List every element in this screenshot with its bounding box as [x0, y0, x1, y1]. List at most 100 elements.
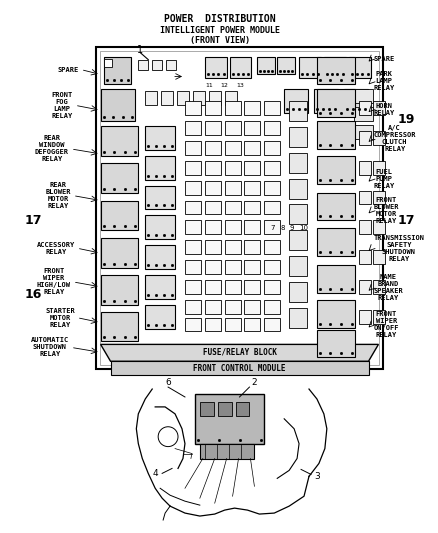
Bar: [264, 260, 279, 274]
Bar: [353, 107, 373, 121]
Bar: [313, 90, 337, 113]
Bar: [100, 200, 138, 230]
Bar: [205, 240, 220, 254]
Bar: [205, 56, 226, 78]
Text: 11: 11: [205, 83, 212, 88]
Text: PARK
LAMP
RELAY: PARK LAMP RELAY: [373, 71, 394, 92]
Bar: [277, 56, 294, 75]
Bar: [100, 90, 135, 121]
Text: 1: 1: [137, 45, 143, 55]
Bar: [316, 329, 354, 357]
Text: 19: 19: [397, 112, 414, 126]
Bar: [110, 361, 367, 375]
Bar: [343, 90, 367, 113]
Text: STARTER
MOTOR
RELAY: STARTER MOTOR RELAY: [45, 308, 74, 328]
Text: FUSE/RELAY BLOCK: FUSE/RELAY BLOCK: [202, 348, 276, 357]
Bar: [145, 185, 175, 209]
Bar: [194, 394, 264, 443]
Bar: [145, 275, 175, 299]
Text: 10: 10: [299, 225, 308, 231]
Bar: [184, 181, 200, 195]
Text: AUTOMATIC
SHUTDOWN
RELAY: AUTOMATIC SHUTDOWN RELAY: [31, 337, 69, 357]
Bar: [224, 280, 240, 294]
Bar: [205, 318, 220, 332]
Bar: [358, 250, 370, 264]
Bar: [184, 260, 200, 274]
Bar: [316, 90, 354, 117]
Text: 13: 13: [236, 83, 244, 88]
Bar: [244, 300, 260, 313]
Bar: [373, 191, 385, 205]
Bar: [289, 127, 306, 147]
Bar: [316, 265, 354, 293]
Bar: [235, 402, 249, 416]
Text: POWER  DISTRIBUTION: POWER DISTRIBUTION: [163, 14, 275, 24]
Bar: [184, 161, 200, 175]
Bar: [100, 126, 138, 156]
Bar: [264, 300, 279, 313]
Bar: [244, 240, 260, 254]
Bar: [184, 101, 200, 115]
Bar: [205, 300, 220, 313]
Bar: [205, 181, 220, 195]
Bar: [283, 90, 307, 113]
Bar: [99, 51, 378, 365]
Text: SPARE: SPARE: [373, 55, 394, 62]
Bar: [358, 220, 370, 234]
Bar: [264, 141, 279, 155]
Text: 2: 2: [251, 377, 257, 386]
Bar: [205, 220, 220, 234]
Bar: [192, 91, 205, 105]
Bar: [224, 141, 240, 155]
Bar: [145, 156, 175, 180]
Bar: [184, 200, 200, 214]
Text: TRANSMISSION
SAFETY
SHUTDOWN
RELAY: TRANSMISSION SAFETY SHUTDOWN RELAY: [373, 235, 424, 262]
Bar: [205, 121, 220, 135]
Text: NAME
BRAND
SPEAKER
RELAY: NAME BRAND SPEAKER RELAY: [373, 274, 403, 301]
Bar: [100, 163, 138, 192]
Bar: [145, 215, 175, 239]
Bar: [208, 91, 220, 105]
Text: 12: 12: [220, 83, 228, 88]
Bar: [184, 240, 200, 254]
Bar: [244, 141, 260, 155]
Bar: [353, 125, 373, 139]
Bar: [229, 56, 251, 78]
Bar: [289, 282, 306, 302]
Text: FRONT
BLOWER
MOTOR
RELAY: FRONT BLOWER MOTOR RELAY: [373, 197, 398, 224]
Bar: [244, 260, 260, 274]
Bar: [289, 256, 306, 276]
Bar: [205, 260, 220, 274]
Text: A/C
COMPRESSOR
CLUTCH
RELAY: A/C COMPRESSOR CLUTCH RELAY: [373, 125, 415, 152]
Bar: [184, 280, 200, 294]
Bar: [217, 402, 231, 416]
Text: SPARE: SPARE: [57, 67, 78, 72]
Bar: [244, 181, 260, 195]
Text: 7: 7: [269, 225, 274, 231]
Bar: [358, 161, 370, 175]
Text: 16: 16: [25, 288, 42, 301]
Bar: [358, 191, 370, 205]
Bar: [184, 300, 200, 313]
Bar: [264, 181, 279, 195]
Bar: [316, 192, 354, 220]
Bar: [289, 308, 306, 327]
Bar: [289, 230, 306, 250]
Text: INTELLIGENT POWER MODULE: INTELLIGENT POWER MODULE: [159, 26, 279, 35]
Text: (FRONT VIEW): (FRONT VIEW): [189, 36, 249, 45]
Text: 17: 17: [396, 214, 414, 227]
Bar: [257, 56, 275, 75]
Bar: [244, 318, 260, 332]
Bar: [166, 60, 176, 69]
Bar: [298, 56, 320, 78]
Bar: [373, 131, 385, 145]
Bar: [358, 101, 370, 115]
Bar: [373, 220, 385, 234]
Bar: [373, 310, 385, 324]
Bar: [373, 161, 385, 175]
Text: 6: 6: [165, 377, 170, 386]
Bar: [358, 280, 370, 294]
Bar: [358, 310, 370, 324]
Bar: [244, 121, 260, 135]
Bar: [145, 126, 175, 150]
